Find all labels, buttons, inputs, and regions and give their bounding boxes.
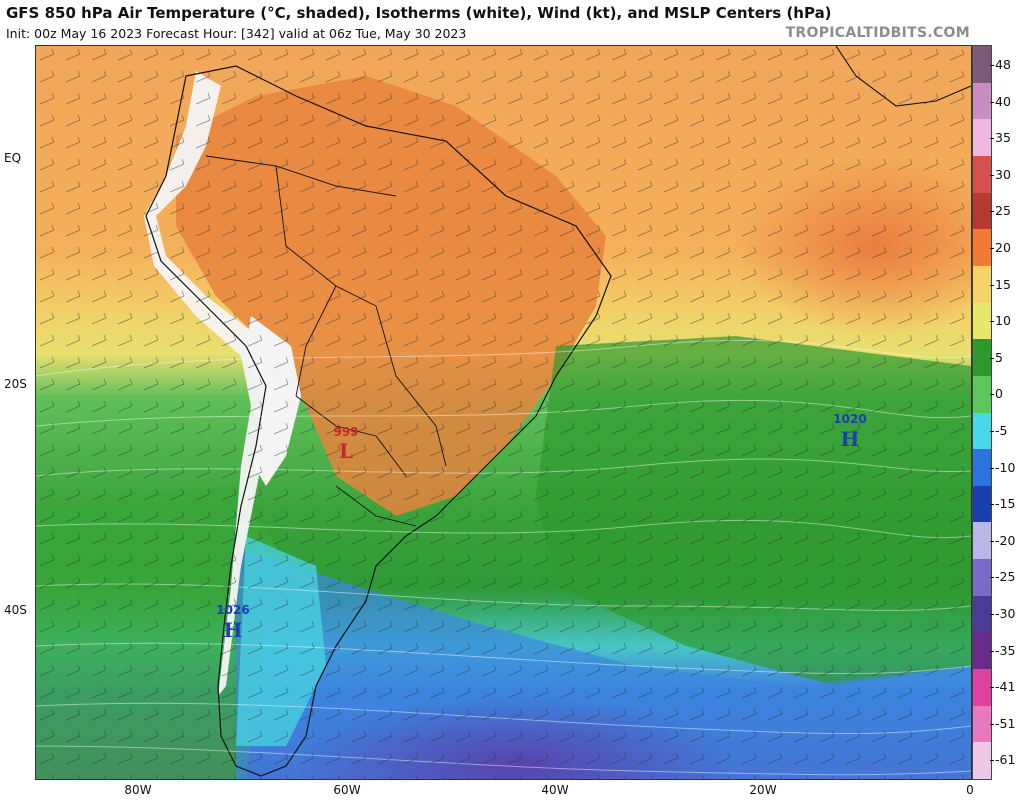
lon-label-20w: 20W xyxy=(749,783,777,797)
colorbar-tick xyxy=(990,248,994,249)
colorbar-tick xyxy=(990,174,994,176)
colorbar-segment xyxy=(973,229,991,267)
lon-label-40w: 40W xyxy=(541,783,569,797)
colorbar-label: 35 xyxy=(995,130,1011,146)
colorbar-tick xyxy=(990,504,994,506)
colorbar-label: 48 xyxy=(995,57,1011,72)
lat-label-eq: EQ xyxy=(4,151,22,165)
map-subtitle: Init: 00z May 16 2023 Forecast Hour: [34… xyxy=(6,26,467,41)
colorbar-segment xyxy=(973,669,991,707)
colorbar-label: -35 xyxy=(995,642,1016,658)
colorbar-tick xyxy=(990,321,994,323)
colorbar-segment xyxy=(973,155,991,194)
lat-label-40s: 40S xyxy=(4,603,27,617)
colorbar-segment xyxy=(973,559,991,597)
colorbar-tick xyxy=(990,357,994,359)
colorbar-label: 5 xyxy=(995,349,1003,365)
colorbar-tick xyxy=(990,760,994,762)
colorbar-label: 40 xyxy=(995,93,1011,109)
colorbar-tick xyxy=(990,431,994,432)
colorbar-segment xyxy=(973,742,991,779)
colorbar-label: 15 xyxy=(995,276,1011,292)
colorbar-segment xyxy=(973,522,991,561)
pressure-value-high-atlantic: 1020 xyxy=(833,412,866,426)
colorbar-segment xyxy=(973,632,991,671)
colorbar-label: -10 xyxy=(995,459,1016,475)
lon-label-0: 0 xyxy=(966,783,974,797)
colorbar-label: 20 xyxy=(995,240,1011,255)
pressure-center-high-atlantic: 1020 H xyxy=(833,412,866,451)
colorbar-tick xyxy=(990,65,994,66)
pressure-symbol-high-pacific: H xyxy=(224,618,243,642)
colorbar-tick xyxy=(990,467,994,469)
colorbar-segment xyxy=(973,192,991,231)
temperature-colorbar xyxy=(972,45,992,780)
colorbar-segment xyxy=(973,302,991,341)
colorbar-tick xyxy=(990,723,994,725)
colorbar-tick xyxy=(990,577,994,579)
colorbar-segment xyxy=(973,46,991,84)
colorbar-label: -30 xyxy=(995,606,1016,621)
colorbar-label: 30 xyxy=(995,166,1011,182)
colorbar-tick xyxy=(990,650,994,652)
temperature-map: 999 L 1020 H 1026 H xyxy=(36,46,971,779)
colorbar-tick xyxy=(990,138,994,140)
lat-label-20s: 20S xyxy=(4,377,27,391)
colorbar-segment xyxy=(973,265,991,304)
brand-watermark: TROPICALTIDBITS.COM xyxy=(785,25,970,41)
colorbar-label: 10 xyxy=(995,313,1011,329)
colorbar-label: -15 xyxy=(995,496,1016,512)
colorbar-segment xyxy=(973,449,991,487)
colorbar-tick xyxy=(990,687,994,689)
pressure-symbol-high-atlantic: H xyxy=(841,427,860,451)
colorbar-tick xyxy=(990,284,994,286)
colorbar-label: -61 xyxy=(995,752,1016,768)
colorbar-segment xyxy=(973,595,991,634)
colorbar-segment xyxy=(973,705,991,744)
pressure-center-low: 999 L xyxy=(333,425,358,463)
colorbar-label: -20 xyxy=(995,532,1016,548)
colorbar-tick xyxy=(990,394,994,396)
pressure-center-high-pacific: 1026 H xyxy=(216,603,249,642)
colorbar-segment xyxy=(973,375,991,414)
colorbar-tick xyxy=(990,614,994,615)
map-title: GFS 850 hPa Air Temperature (°C, shaded)… xyxy=(6,4,832,22)
colorbar-label: -5 xyxy=(995,423,1008,438)
colorbar-label: -51 xyxy=(995,715,1016,731)
colorbar-tick xyxy=(990,101,994,103)
colorbar-segment xyxy=(973,412,991,451)
map-area: 999 L 1020 H 1026 H xyxy=(35,45,972,780)
colorbar-label: 25 xyxy=(995,203,1011,219)
lon-label-60w: 60W xyxy=(333,783,361,797)
colorbar-segment xyxy=(973,119,991,157)
colorbar-tick xyxy=(990,540,994,542)
pressure-value-high-pacific: 1026 xyxy=(216,603,249,617)
lon-label-80w: 80W xyxy=(124,783,152,797)
pressure-value-low: 999 xyxy=(333,425,358,439)
wind-barbs xyxy=(36,46,971,779)
pressure-symbol-low: L xyxy=(339,439,353,463)
colorbar-segment xyxy=(973,82,991,121)
colorbar-label: -25 xyxy=(995,569,1016,585)
colorbar-segment xyxy=(973,485,991,524)
colorbar-segment xyxy=(973,339,991,377)
colorbar-label: -41 xyxy=(995,679,1016,695)
colorbar-tick xyxy=(990,211,994,213)
colorbar-label: 0 xyxy=(995,386,1003,402)
